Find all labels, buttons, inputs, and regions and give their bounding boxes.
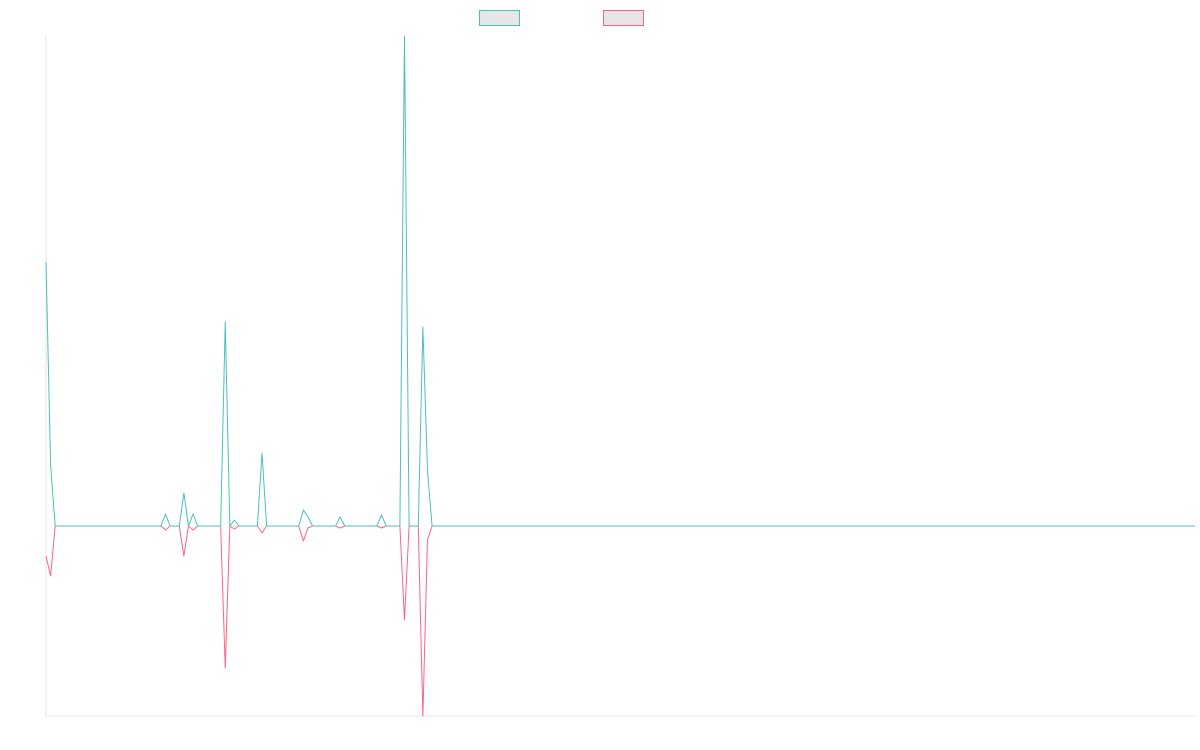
- legend-swatch: [603, 10, 644, 26]
- series-line: [45, 525, 1195, 717]
- series-line: [45, 35, 1195, 527]
- legend-swatch: [479, 10, 520, 26]
